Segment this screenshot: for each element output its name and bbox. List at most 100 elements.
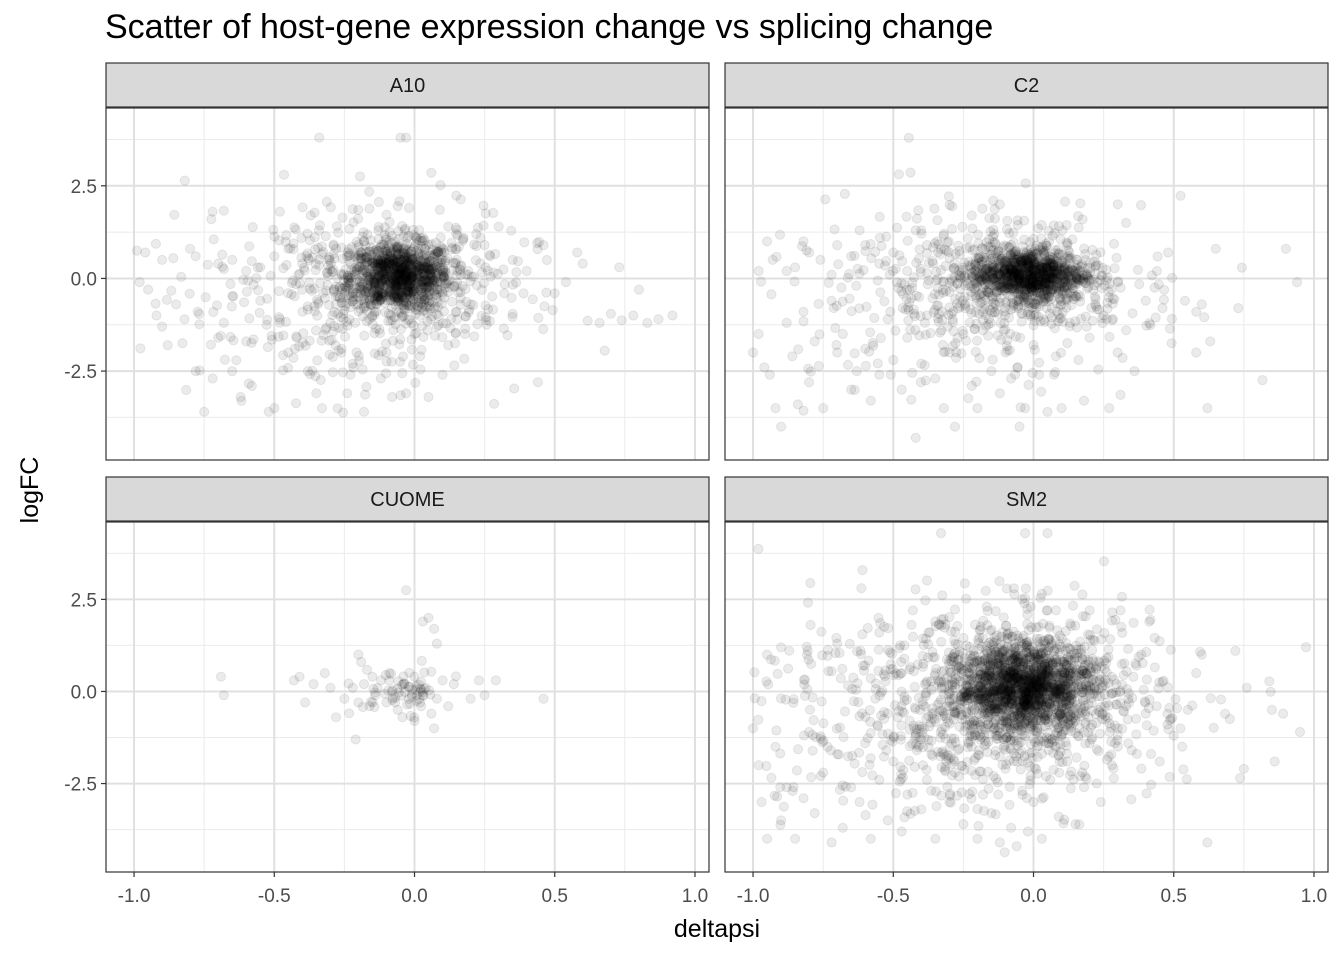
data-point — [448, 257, 459, 268]
data-point — [347, 292, 358, 303]
facet-strip-label: CUOME — [370, 489, 444, 511]
data-point — [999, 306, 1010, 317]
data-point — [846, 306, 857, 317]
data-point — [1066, 300, 1077, 311]
data-point — [285, 243, 296, 254]
data-point — [274, 235, 285, 246]
data-point — [406, 275, 417, 286]
data-point — [953, 240, 964, 251]
data-point — [1065, 287, 1076, 298]
data-point — [401, 271, 412, 282]
data-point — [373, 273, 384, 284]
data-point — [437, 332, 448, 343]
data-point — [416, 298, 427, 309]
data-point — [1032, 299, 1043, 310]
data-point — [244, 241, 255, 252]
data-point — [266, 330, 277, 342]
data-point — [248, 334, 259, 345]
data-point — [382, 285, 393, 296]
data-point — [395, 281, 407, 292]
data-point — [298, 262, 310, 273]
data-point — [432, 267, 443, 278]
data-point — [425, 260, 436, 271]
data-point — [370, 260, 381, 271]
data-point — [395, 264, 406, 275]
data-point — [402, 268, 413, 279]
data-point — [960, 298, 971, 309]
data-point — [1006, 373, 1017, 384]
data-point — [417, 263, 428, 274]
data-point — [359, 261, 370, 272]
data-point — [392, 241, 403, 252]
data-point — [970, 346, 981, 357]
data-point — [354, 276, 365, 287]
data-point — [312, 310, 323, 321]
data-point — [451, 254, 462, 265]
data-point — [371, 244, 382, 255]
data-point — [402, 281, 413, 292]
x-tick-label: 1.0 — [682, 886, 708, 907]
data-point — [1042, 261, 1054, 272]
data-point — [923, 275, 934, 286]
data-point — [372, 271, 384, 282]
data-point — [353, 697, 364, 708]
data-point — [511, 267, 522, 278]
data-point — [386, 278, 397, 289]
data-point — [901, 211, 912, 222]
data-point — [438, 244, 449, 255]
data-point — [437, 288, 448, 299]
data-point — [380, 287, 391, 298]
data-point — [432, 258, 443, 269]
data-point — [309, 207, 320, 218]
data-point — [372, 248, 383, 259]
y-tick-label: 0.0 — [71, 269, 97, 290]
data-point — [860, 360, 872, 371]
data-point — [337, 367, 348, 378]
data-point — [262, 293, 273, 304]
data-point — [185, 243, 196, 254]
data-point — [387, 273, 398, 284]
data-point — [388, 274, 399, 285]
data-point — [362, 283, 373, 294]
data-point — [353, 213, 364, 224]
data-point — [337, 212, 348, 223]
data-point — [813, 298, 824, 309]
data-point — [435, 257, 446, 268]
data-point — [421, 257, 432, 268]
data-point — [487, 304, 499, 315]
data-point — [415, 255, 426, 266]
data-point — [398, 289, 409, 300]
data-point — [851, 366, 862, 377]
data-point — [418, 268, 429, 279]
data-point — [910, 225, 921, 236]
data-point — [844, 293, 855, 304]
data-point — [438, 306, 450, 317]
data-point — [1001, 258, 1012, 269]
data-point — [427, 244, 438, 255]
data-point — [1179, 295, 1191, 306]
data-point — [394, 292, 405, 303]
data-point — [411, 262, 422, 273]
data-point — [1127, 308, 1138, 319]
data-point — [252, 285, 264, 296]
data-point — [1038, 247, 1050, 258]
data-point — [290, 224, 301, 235]
data-point — [1018, 270, 1029, 281]
data-point — [386, 267, 397, 278]
gridlines — [725, 108, 1328, 460]
data-point — [385, 295, 396, 306]
data-point — [844, 268, 855, 279]
data-point — [396, 279, 407, 290]
data-point — [392, 242, 403, 253]
data-point — [390, 268, 401, 279]
data-point — [328, 286, 339, 297]
data-point — [411, 328, 422, 339]
data-point — [1004, 228, 1015, 239]
data-point — [391, 292, 402, 303]
data-point — [394, 264, 405, 275]
data-point — [435, 277, 446, 288]
data-point — [1023, 379, 1034, 390]
data-point — [359, 285, 370, 296]
data-point — [410, 308, 421, 319]
data-point — [405, 258, 416, 269]
